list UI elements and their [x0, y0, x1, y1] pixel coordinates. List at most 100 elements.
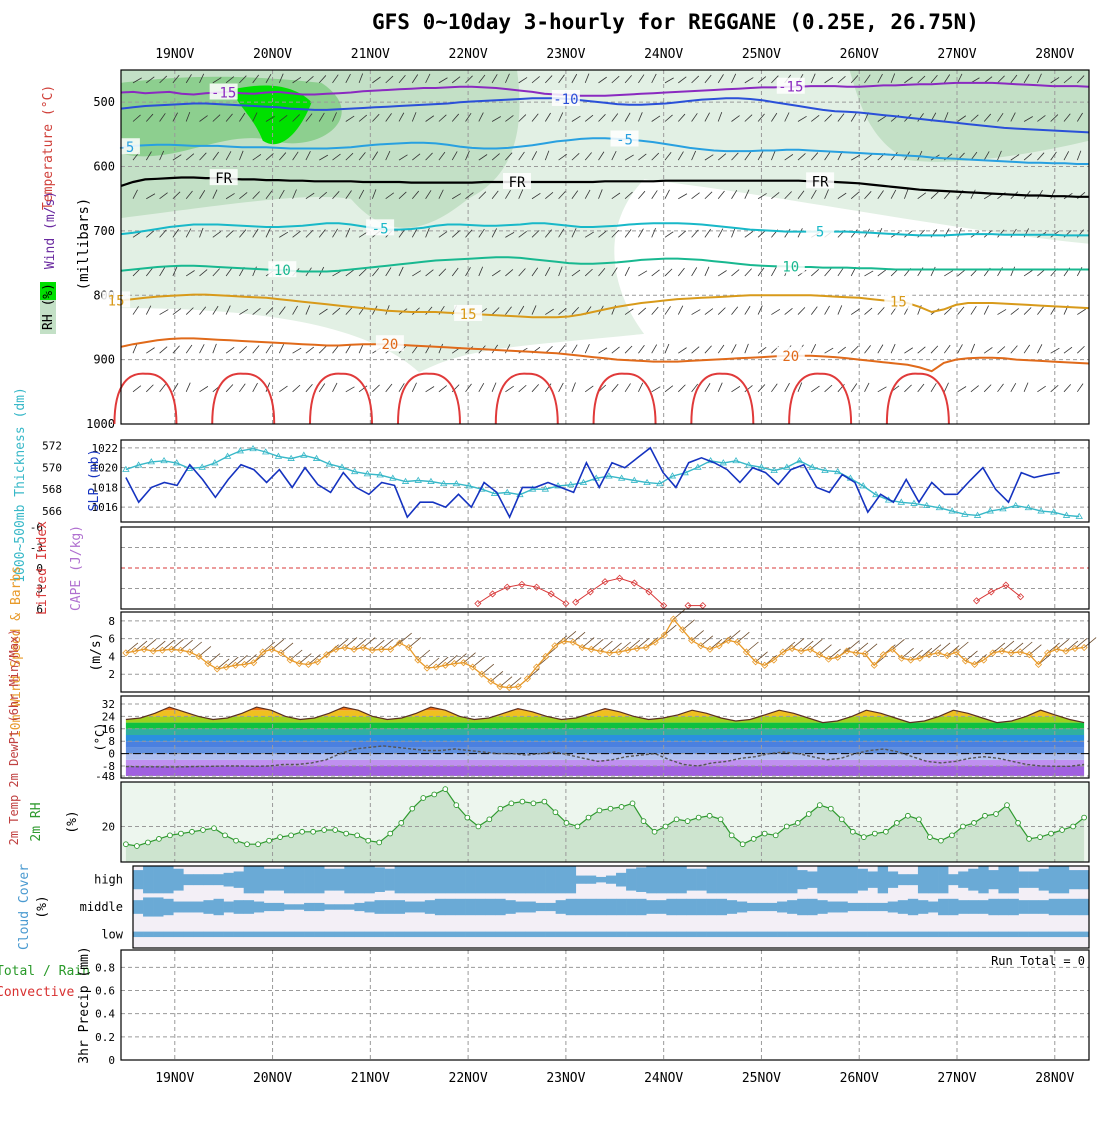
wind-barb-glyph	[252, 307, 261, 315]
cloud-low-bar	[475, 931, 486, 938]
cloud-middle-bar	[233, 900, 244, 914]
wind-barb-glyph	[1023, 116, 1033, 122]
cloud-middle-bar	[535, 902, 546, 912]
temp-tick-label: 32	[102, 698, 115, 711]
wind-barb	[490, 671, 504, 682]
wind-barb-glyph	[491, 270, 501, 277]
wind-barb-glyph	[225, 193, 235, 200]
wind-barb	[1065, 640, 1079, 652]
ua-ytick-label: 700	[93, 224, 115, 238]
thickness-marker	[389, 474, 397, 481]
wind-barb-glyph	[425, 386, 435, 393]
rh-marker	[123, 841, 129, 848]
cloud-high-bar	[525, 866, 536, 894]
cloud-low-bar	[233, 931, 244, 938]
cloud-high-bar	[414, 866, 426, 894]
wind-barb	[956, 641, 969, 653]
cloud-middle-bar	[253, 901, 265, 913]
wind-barb-glyph	[505, 344, 511, 354]
wind-speed-marker	[286, 656, 294, 664]
thickness-marker	[643, 478, 651, 486]
rh-ylabel: 2m RH	[29, 802, 44, 841]
wind-barb-glyph	[704, 154, 714, 161]
contour-label-bg	[776, 77, 805, 94]
cloud-low-bar	[404, 931, 416, 938]
wind-barb-glyph	[877, 344, 884, 354]
wind-barb-glyph	[970, 189, 976, 199]
cloud-middle-bar	[927, 901, 939, 913]
cloud-high-bar	[314, 866, 325, 894]
cloud-high-bar	[455, 866, 466, 894]
li-tick-label: -3	[30, 542, 43, 555]
wind-barb-glyph	[797, 153, 806, 161]
wind-speed-marker	[250, 659, 258, 667]
wind-barb	[235, 655, 248, 666]
contour-label: FR	[509, 175, 526, 191]
wind-barb-glyph	[358, 114, 368, 122]
wind-barb	[125, 642, 139, 654]
wind-barb	[946, 645, 960, 656]
wind-barb-glyph	[146, 347, 155, 354]
cloud-low-bar	[153, 931, 164, 938]
wind-barb-glyph	[611, 229, 620, 238]
wind-barb-glyph	[372, 113, 380, 122]
cloud-low-bar	[927, 931, 939, 938]
cloud-middle-bar	[525, 901, 536, 913]
wind-speed-marker	[1080, 643, 1088, 652]
cloud-middle-bar	[394, 900, 406, 914]
wind-barb-glyph	[451, 76, 461, 84]
cloud-high-bar	[394, 866, 406, 894]
wind-barb-glyph	[305, 305, 311, 315]
cloud-high-bar	[585, 875, 597, 884]
wind-barb-glyph	[877, 386, 887, 393]
rh-marker	[1059, 827, 1065, 833]
wind-barb-glyph	[1023, 74, 1030, 84]
wind-barb-glyph	[132, 306, 139, 315]
wind-barb-glyph	[651, 306, 659, 315]
heat-contour	[113, 372, 178, 425]
wind-barb-glyph	[598, 114, 606, 122]
wind-barb-glyph	[305, 346, 315, 354]
cloud-low-bar	[263, 931, 275, 938]
wind-barb-glyph	[824, 76, 834, 84]
wind-barb-glyph	[997, 383, 1004, 393]
wind-barb-glyph	[970, 114, 979, 122]
cloud-high-bar	[736, 866, 748, 894]
wind-barb-glyph	[744, 231, 754, 238]
wind-barb-glyph	[265, 344, 272, 354]
wind-speed-marker	[587, 645, 595, 653]
wind-barb-glyph	[159, 113, 166, 122]
thickness-marker	[872, 490, 880, 498]
wind-barb-glyph	[451, 267, 459, 277]
wind-barb-glyph	[1077, 75, 1085, 84]
wind-speed-marker	[231, 661, 239, 669]
cloud-low-bar	[424, 931, 436, 938]
contour-label-bg	[806, 172, 835, 189]
cloud-high-bar	[746, 866, 758, 894]
cloud-middle-bar	[565, 898, 577, 916]
wind-speed-marker	[149, 647, 157, 655]
cloud-high-bar	[626, 868, 637, 891]
cloud-high-bar	[897, 874, 909, 886]
thickness-marker	[287, 454, 295, 461]
cloud-high-bar	[334, 868, 345, 891]
wind-barb-glyph	[438, 343, 444, 354]
rh-marker	[684, 818, 691, 824]
wind-barb-glyph	[491, 153, 500, 161]
wind-barb-glyph	[930, 266, 936, 277]
wind-barb-glyph	[810, 73, 816, 84]
thickness-marker	[859, 482, 867, 489]
wind-speed-marker	[542, 652, 550, 661]
cloud-high-bar	[374, 867, 385, 892]
ua-ytick-label: 1000	[86, 417, 115, 431]
wind-barb-glyph	[877, 306, 885, 315]
meteogram-svg: 19NOV 19NOV 20NOV 20NOV 21NOV 21NOV 22NOV 22NOV…	[0, 47, 1097, 1086]
wind-barb-glyph	[172, 154, 182, 161]
thickness-ylabel: 1000~500mb Thickness (dm)	[13, 387, 28, 583]
wind-barb-glyph	[332, 307, 341, 315]
wind-barb-glyph	[505, 73, 510, 84]
thickness-marker	[211, 459, 219, 466]
wind-barb-glyph	[824, 268, 832, 277]
contour-label-bg	[776, 346, 805, 363]
cloud-middle-bar	[777, 901, 788, 913]
